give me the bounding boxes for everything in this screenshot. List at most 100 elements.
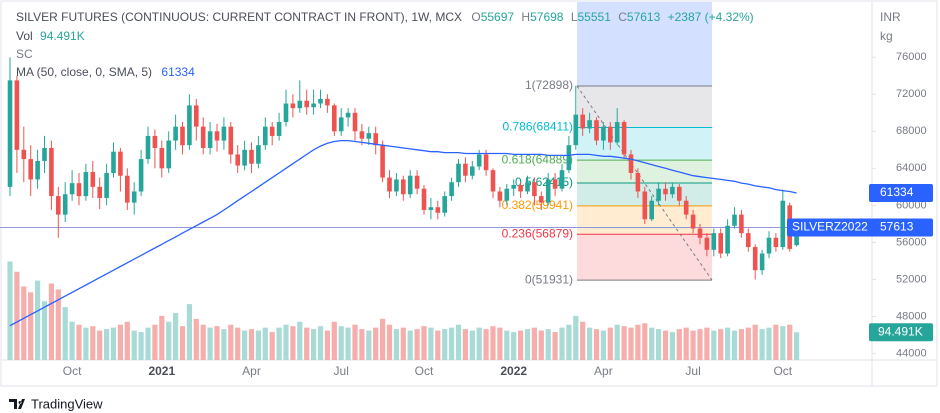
candle-body: [69, 183, 75, 195]
legend-header: SILVER FUTURES (CONTINUOUS: CURRENT CONT…: [16, 10, 754, 24]
volume-label: Vol: [16, 29, 33, 43]
low-value: 55551: [578, 10, 612, 24]
volume-bar: [600, 330, 606, 360]
candle-body: [166, 140, 171, 169]
volume-bar: [331, 321, 337, 360]
candle-body: [497, 191, 503, 201]
volume-bar: [607, 327, 613, 360]
fib-label: 1(72898): [525, 78, 573, 92]
volume-bar: [455, 324, 462, 360]
candle-body: [125, 175, 130, 203]
volume-bar: [104, 329, 110, 360]
candle-body: [318, 98, 323, 104]
y-tick-label: 68000: [896, 125, 927, 137]
volume-bar: [476, 327, 482, 360]
volume-bar: [173, 312, 179, 360]
candle-body: [532, 182, 537, 197]
volume-bar: [669, 332, 675, 360]
volume-bar: [738, 329, 744, 360]
candle-body: [759, 253, 765, 271]
volume-bar: [656, 329, 662, 360]
volume-bar: [766, 327, 772, 360]
volume-value: 94.491K: [40, 29, 85, 43]
candle-body: [773, 237, 779, 248]
volume-bar: [469, 330, 475, 360]
volume-bar: [731, 330, 738, 360]
x-tick-label: 2022: [500, 364, 527, 378]
candle-body: [580, 114, 585, 129]
volume-bar: [718, 329, 724, 360]
candle-body: [511, 185, 516, 189]
volume-bar: [531, 327, 537, 360]
candle-body: [290, 103, 296, 109]
volume-bar: [442, 329, 448, 360]
volume-bar: [414, 329, 420, 360]
candle-body: [207, 131, 213, 148]
candle-body: [456, 163, 461, 183]
candle-body: [518, 185, 523, 192]
candle-body: [90, 172, 96, 187]
candle-body: [76, 183, 82, 197]
volume-bar: [138, 332, 144, 360]
candle-body: [304, 100, 309, 108]
candle-body: [566, 145, 572, 171]
ohlc-label: O: [471, 10, 480, 24]
open-value: 55697: [481, 10, 515, 24]
volume-bar: [235, 327, 241, 360]
candle-body: [7, 80, 13, 187]
volume-bar: [345, 327, 351, 360]
candle-body: [83, 172, 89, 197]
volume-bar: [580, 321, 586, 360]
volume-bar: [338, 326, 344, 360]
candle-body: [725, 225, 730, 254]
volume-bar: [179, 326, 186, 360]
x-tick-label: Oct: [415, 364, 434, 378]
volume-bar: [566, 324, 572, 360]
volume-bar: [255, 330, 261, 360]
unit: kg: [880, 29, 893, 43]
volume-bar: [131, 330, 137, 360]
volume-bar: [186, 304, 192, 360]
volume-badge-value: 94.491K: [878, 324, 923, 338]
candle-body: [28, 159, 33, 180]
ma-line: [9, 139, 797, 327]
candle-body: [635, 172, 641, 192]
volume-bar: [242, 330, 248, 360]
candle-body: [256, 145, 261, 164]
volume-bar: [117, 324, 123, 360]
volume-bar: [704, 327, 710, 360]
fib-label: 0.382(59941): [502, 198, 573, 212]
candle-body: [608, 126, 613, 143]
volume-bar: [55, 289, 61, 360]
candle-body: [656, 188, 661, 201]
volume-bar: [449, 327, 455, 360]
candle-body: [780, 200, 786, 248]
volume-bar: [642, 323, 648, 360]
volume-bar: [662, 330, 669, 360]
candle-body: [704, 237, 710, 250]
volume-bar: [276, 327, 282, 360]
candle-body: [539, 196, 544, 203]
candle-body: [214, 131, 220, 141]
volume-bar: [490, 326, 496, 360]
volume-bar: [538, 330, 544, 360]
candle-body: [739, 214, 744, 234]
volume-bar: [48, 283, 54, 360]
candle-body: [297, 100, 303, 109]
candle-body: [766, 237, 772, 254]
volume-bar: [780, 326, 786, 360]
volume-bar: [290, 326, 296, 360]
volume-bar: [41, 301, 48, 360]
candle-body: [359, 131, 365, 139]
candle-body: [601, 126, 606, 141]
candle-body: [470, 166, 475, 176]
volume-legend: Vol 94.491K: [16, 29, 85, 43]
candle-body: [111, 151, 116, 173]
volume-bar: [483, 329, 489, 360]
candle-body: [545, 179, 551, 203]
volume-bar: [90, 326, 96, 360]
volume-bar: [366, 330, 372, 360]
volume-bar: [21, 286, 27, 360]
volume-bar: [373, 327, 379, 360]
volume-bar: [711, 330, 717, 360]
